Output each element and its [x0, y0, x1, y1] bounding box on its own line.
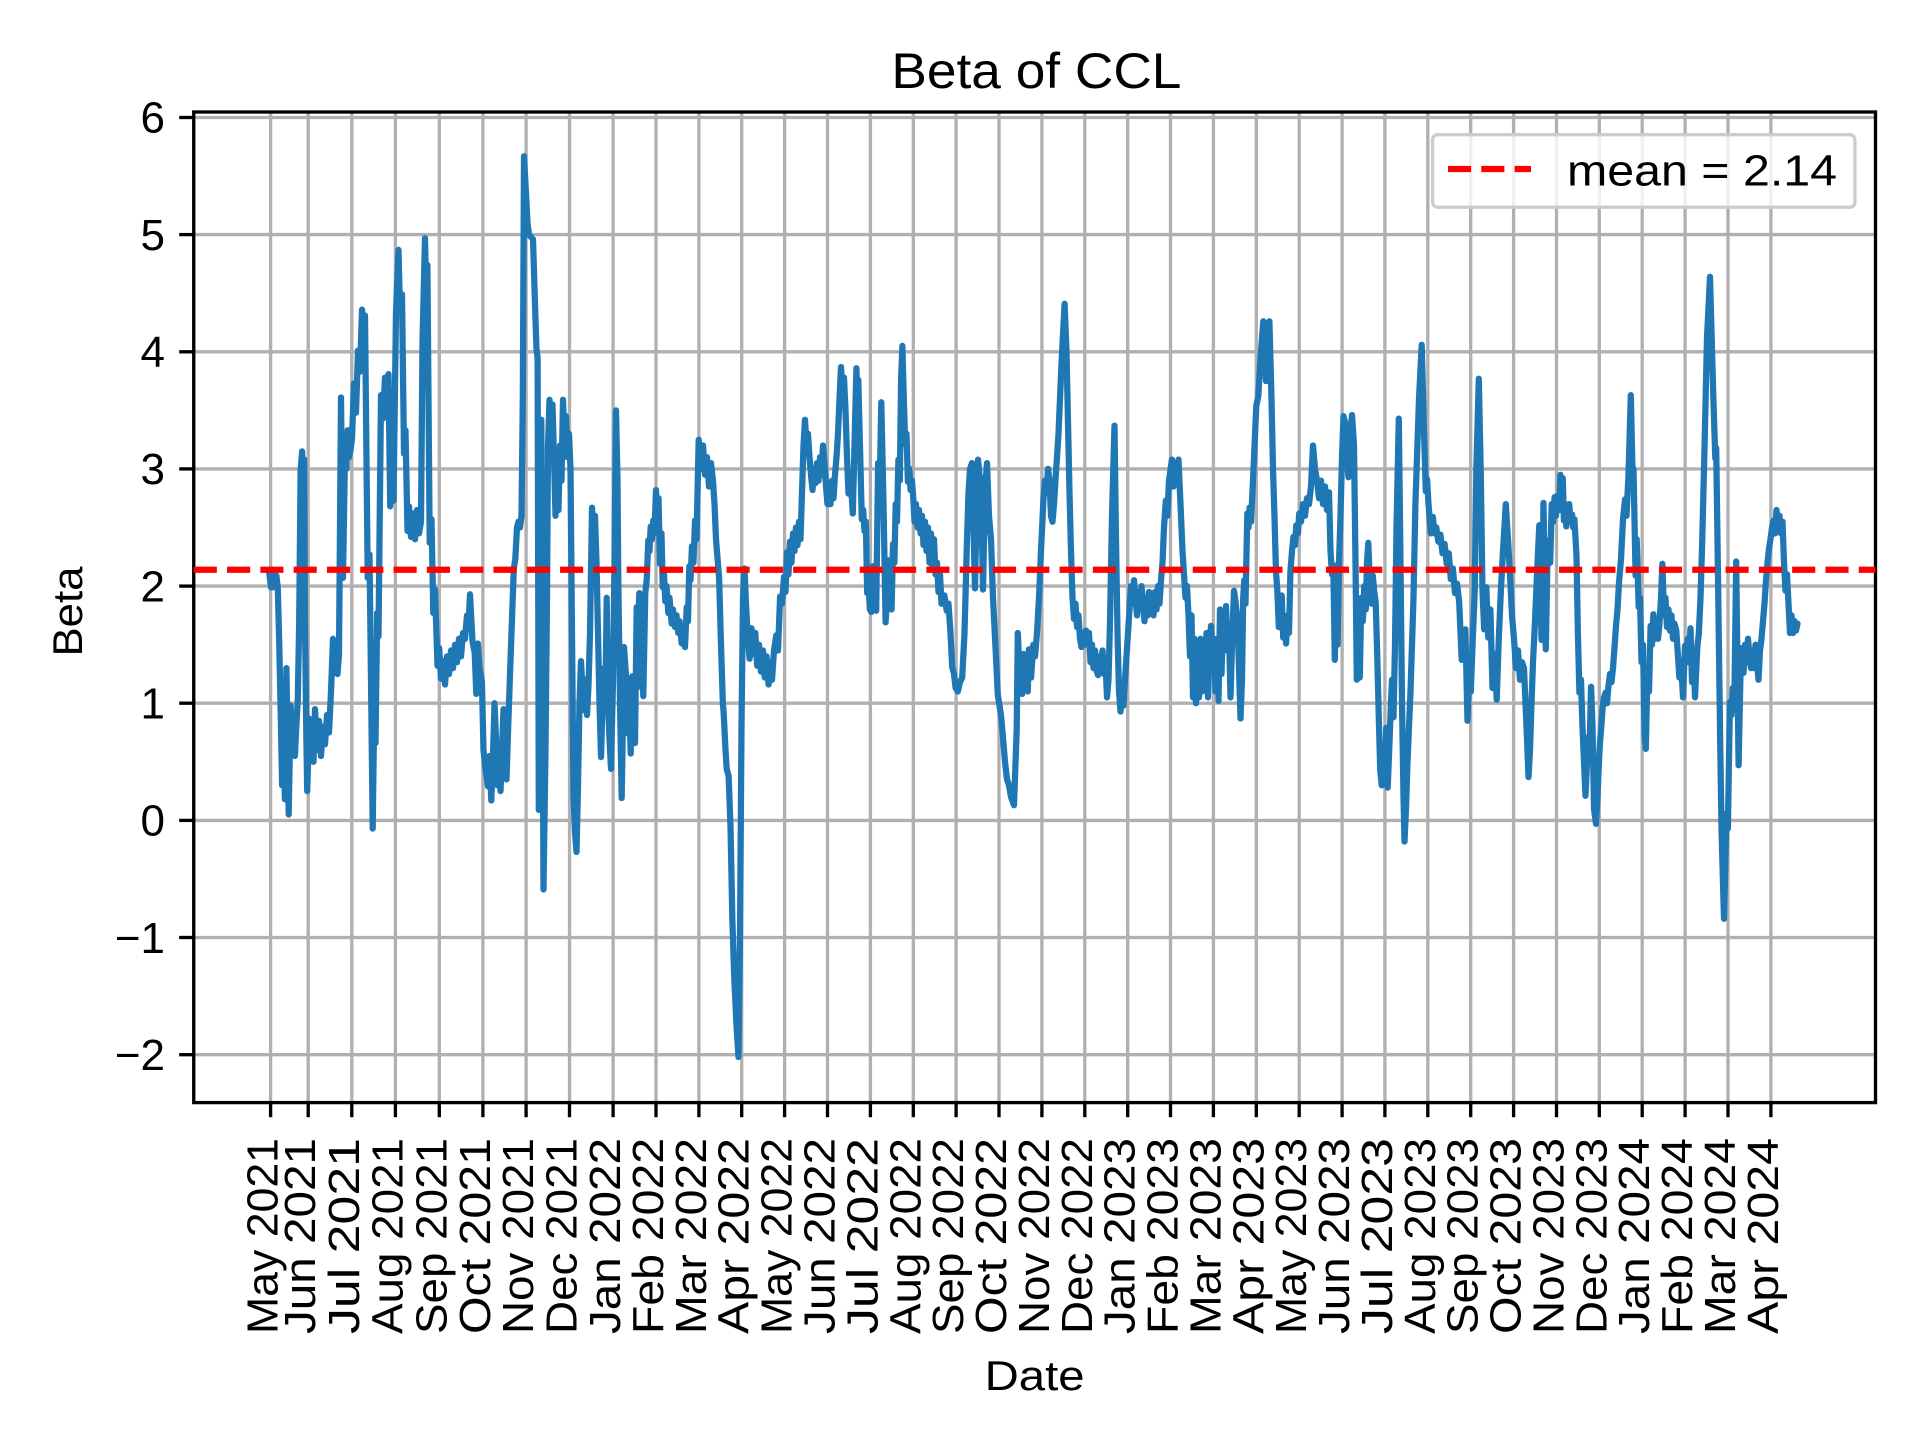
svg-text:Oct 2022: Oct 2022: [967, 1138, 1016, 1334]
svg-text:Mar 2023: Mar 2023: [1181, 1138, 1230, 1334]
svg-text:Apr 2022: Apr 2022: [710, 1138, 759, 1334]
svg-text:Beta: Beta: [44, 566, 91, 657]
svg-text:Sep 2023: Sep 2023: [1439, 1138, 1488, 1334]
svg-text:Sep 2022: Sep 2022: [924, 1138, 973, 1334]
svg-text:Nov 2023: Nov 2023: [1525, 1138, 1574, 1334]
svg-text:Jan 2024: Jan 2024: [1610, 1138, 1659, 1334]
svg-text:May 2022: May 2022: [753, 1138, 802, 1334]
svg-text:0: 0: [141, 797, 165, 846]
svg-text:−1: −1: [115, 914, 165, 963]
svg-text:2: 2: [141, 562, 165, 611]
svg-text:1: 1: [141, 680, 165, 729]
svg-text:Date: Date: [985, 1352, 1085, 1399]
svg-text:Apr 2023: Apr 2023: [1224, 1138, 1273, 1334]
svg-text:4: 4: [141, 328, 165, 377]
svg-text:3: 3: [141, 445, 165, 494]
svg-text:Feb 2022: Feb 2022: [624, 1138, 673, 1334]
svg-text:Jul 2021: Jul 2021: [320, 1138, 369, 1334]
svg-text:Dec 2023: Dec 2023: [1567, 1138, 1616, 1334]
svg-text:Sep 2021: Sep 2021: [407, 1138, 456, 1334]
svg-text:Nov 2021: Nov 2021: [494, 1138, 543, 1334]
svg-text:Jun 2022: Jun 2022: [796, 1138, 845, 1334]
svg-text:Mar 2024: Mar 2024: [1696, 1138, 1745, 1334]
svg-text:6: 6: [141, 94, 165, 143]
svg-text:Oct 2021: Oct 2021: [451, 1138, 500, 1334]
svg-text:Jul 2022: Jul 2022: [838, 1138, 887, 1334]
svg-text:Jan 2023: Jan 2023: [1096, 1138, 1145, 1334]
svg-text:mean = 2.14: mean = 2.14: [1567, 147, 1837, 196]
svg-text:Feb 2024: Feb 2024: [1653, 1138, 1702, 1334]
svg-text:Beta of CCL: Beta of CCL: [891, 43, 1181, 99]
svg-text:Dec 2022: Dec 2022: [1053, 1138, 1102, 1334]
svg-text:Aug 2023: Aug 2023: [1396, 1138, 1445, 1334]
svg-text:Oct 2023: Oct 2023: [1482, 1138, 1531, 1334]
svg-text:Mar 2022: Mar 2022: [667, 1138, 716, 1334]
svg-text:Apr 2024: Apr 2024: [1739, 1138, 1788, 1334]
svg-text:May 2023: May 2023: [1267, 1138, 1316, 1334]
svg-text:Aug 2021: Aug 2021: [363, 1138, 412, 1334]
svg-text:May 2021: May 2021: [239, 1138, 288, 1334]
svg-text:Jun 2023: Jun 2023: [1310, 1138, 1359, 1334]
svg-text:Aug 2022: Aug 2022: [881, 1138, 930, 1334]
svg-text:Dec 2021: Dec 2021: [538, 1138, 587, 1334]
svg-text:Jun 2021: Jun 2021: [276, 1138, 325, 1334]
svg-text:Jan 2022: Jan 2022: [581, 1138, 630, 1334]
svg-text:Feb 2023: Feb 2023: [1139, 1138, 1188, 1334]
svg-text:Jul 2023: Jul 2023: [1353, 1138, 1402, 1334]
svg-text:−2: −2: [115, 1031, 165, 1080]
svg-text:Nov 2022: Nov 2022: [1010, 1138, 1059, 1334]
svg-text:5: 5: [141, 211, 165, 260]
